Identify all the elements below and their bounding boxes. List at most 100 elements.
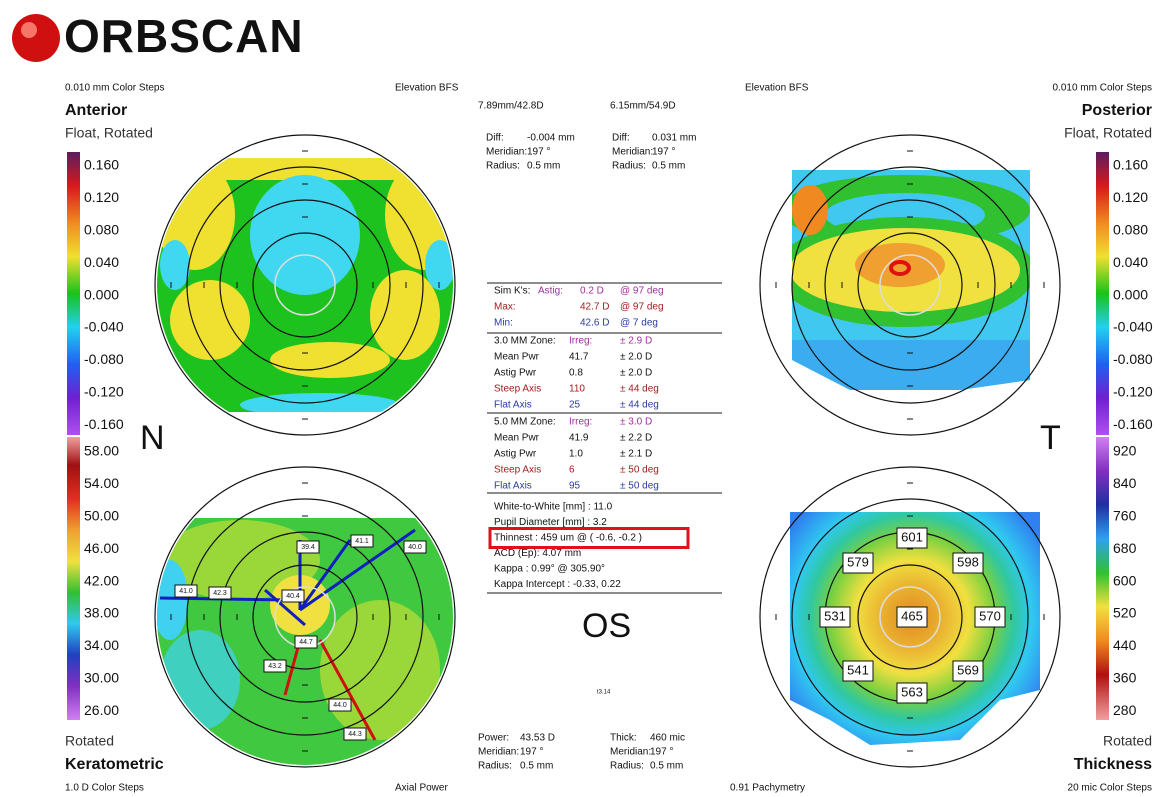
- field-label: Radius:: [486, 161, 520, 172]
- map-label: 465: [901, 608, 923, 623]
- ring: [791, 166, 1029, 404]
- row-value: 0.8: [569, 368, 583, 379]
- field-value: 0.031 mm: [652, 133, 696, 144]
- row-value: 41.9: [569, 433, 589, 444]
- color-steps: 1.0 D Color Steps: [65, 783, 144, 794]
- logo-sphere: [12, 14, 60, 62]
- color-steps: 0.010 mm Color Steps: [1053, 83, 1153, 94]
- scale-label: 600: [1113, 572, 1137, 588]
- scale-label: -0.120: [1113, 384, 1153, 400]
- k-reading: 7.89mm/42.8D: [478, 101, 544, 112]
- map-label: 40.0: [408, 544, 422, 551]
- scale-label: 360: [1113, 670, 1137, 686]
- map-fill: [425, 240, 453, 290]
- row-note: ± 2.0 D: [620, 368, 652, 379]
- row-note: @ 97 deg: [620, 302, 664, 313]
- row-value: 110: [569, 384, 585, 395]
- map-label: 569: [957, 662, 979, 677]
- info-line: Pupil Diameter [mm] : 3.2: [494, 517, 607, 528]
- info-line: Kappa : 0.99° @ 305.90°: [494, 564, 605, 575]
- info-line: Thinnest : 459 um @ ( -0.6, -0.2 ): [494, 533, 642, 544]
- row-key: Mean Pwr: [494, 433, 540, 444]
- scale-label: 280: [1113, 702, 1137, 718]
- row-key: Max:: [494, 302, 516, 313]
- pupil-ring: [274, 254, 336, 316]
- ring: [252, 232, 358, 338]
- side-label: N: [140, 419, 165, 457]
- field-label: Radius:: [478, 761, 512, 772]
- map-fill: [160, 630, 240, 730]
- scale-label: -0.080: [84, 351, 124, 367]
- info-line: Kappa Intercept : -0.33, 0.22: [494, 579, 621, 590]
- field-label: Diff:: [486, 133, 504, 144]
- color-bar: [67, 437, 80, 720]
- map-subtitle: Float, Rotated: [65, 125, 153, 141]
- field-label: Diff:: [612, 133, 630, 144]
- scale-label: 30.00: [84, 670, 119, 686]
- map-label: 44.0: [333, 702, 347, 709]
- row-key: Flat Axis: [494, 481, 532, 492]
- row-note: ± 44 deg: [620, 400, 659, 411]
- ring: [252, 564, 358, 670]
- row-value: 41.7: [569, 352, 589, 363]
- map-label-box: [296, 540, 320, 554]
- scale-label: 0.120: [84, 189, 119, 205]
- field-value: 460 mic: [650, 733, 685, 744]
- scale-label: -0.080: [1113, 351, 1153, 367]
- scale-label: 50.00: [84, 508, 119, 524]
- scale-label: 0.040: [84, 254, 119, 270]
- map-label-box: [896, 527, 928, 549]
- map-label: 598: [957, 554, 979, 569]
- row-key: Min:: [494, 318, 513, 329]
- map-label: 570: [979, 608, 1001, 623]
- field-label: Meridian:: [610, 747, 651, 758]
- map-fill: [855, 243, 945, 287]
- row-key: Mean Pwr: [494, 352, 540, 363]
- row-note: ± 50 deg: [620, 465, 659, 476]
- map-title: Thickness: [1074, 756, 1152, 773]
- map-label: 563: [901, 684, 923, 699]
- map-fill: [240, 393, 400, 412]
- row-key: Steep Axis: [494, 384, 541, 395]
- color-bar: [1096, 152, 1109, 435]
- ring: [857, 232, 963, 338]
- ring: [759, 466, 1061, 768]
- map-label-box: [294, 635, 318, 649]
- field-label: Thick:: [610, 733, 637, 744]
- scale-label: 0.000: [1113, 286, 1148, 302]
- scale-label: 46.00: [84, 540, 119, 556]
- map-fill: [385, 160, 453, 270]
- map-label-box: [208, 586, 232, 600]
- scale-label: 38.00: [84, 605, 119, 621]
- map-label-box: [896, 682, 928, 704]
- scale-label: -0.040: [84, 319, 124, 335]
- section-label: 5.0 MM Zone:: [494, 417, 556, 428]
- field-label: Meridian:: [486, 147, 527, 158]
- scale-label: 680: [1113, 540, 1137, 556]
- row-value: 42.6 D: [580, 318, 609, 329]
- row-value: 6: [569, 465, 575, 476]
- scale-label: 0.000: [84, 286, 119, 302]
- row-note: ± 3.0 D: [620, 417, 652, 428]
- map-label: 531: [824, 608, 846, 623]
- map-fill: [270, 342, 390, 378]
- map-title: Keratometric: [65, 756, 164, 773]
- scale-label: -0.040: [1113, 319, 1153, 335]
- map-title: Posterior: [1082, 102, 1152, 119]
- row-value: 0.2 D: [580, 286, 604, 297]
- map-fill: [170, 280, 250, 360]
- row-note: @ 7 deg: [620, 318, 658, 329]
- map-label: 44.3: [348, 731, 362, 738]
- logo-shine: [21, 22, 37, 38]
- scale-label: 54.00: [84, 475, 119, 491]
- color-steps: 20 mic Color Steps: [1068, 783, 1152, 794]
- scale-label: 520: [1113, 605, 1137, 621]
- row-value: 1.0: [569, 449, 583, 460]
- color-steps: 0.010 mm Color Steps: [65, 83, 165, 94]
- map-label-box: [328, 698, 352, 712]
- map-label: 579: [847, 554, 869, 569]
- field-value: 197 °: [527, 147, 550, 158]
- row-note: ± 2.2 D: [620, 433, 652, 444]
- map-label: 601: [901, 529, 923, 544]
- field-value: 0.5 mm: [650, 761, 683, 772]
